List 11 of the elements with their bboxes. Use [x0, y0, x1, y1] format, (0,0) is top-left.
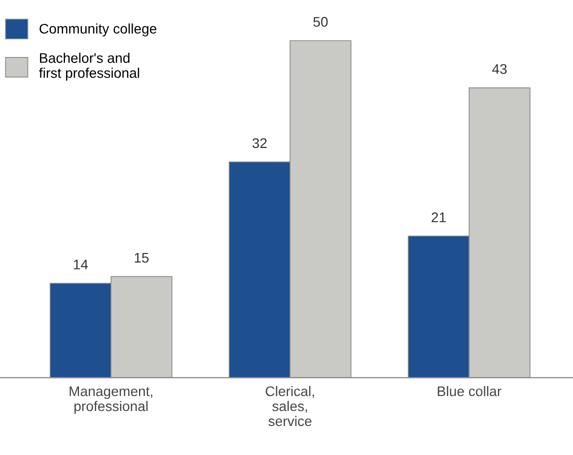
data-label: 43 — [492, 64, 507, 74]
x-tick-label: Clerical, sales, service — [266, 386, 314, 426]
data-label: 50 — [313, 16, 328, 27]
legend-label: Bachelor's and first professional — [39, 52, 140, 81]
x-tick-label: Blue collar — [438, 386, 502, 396]
data-label: 15 — [134, 252, 149, 263]
data-label: 32 — [252, 138, 267, 148]
data-label: 21 — [432, 212, 446, 222]
data-label: 14 — [74, 260, 88, 270]
x-tick-label: Management, professional — [70, 386, 152, 414]
legend-label: Community college — [40, 23, 156, 36]
